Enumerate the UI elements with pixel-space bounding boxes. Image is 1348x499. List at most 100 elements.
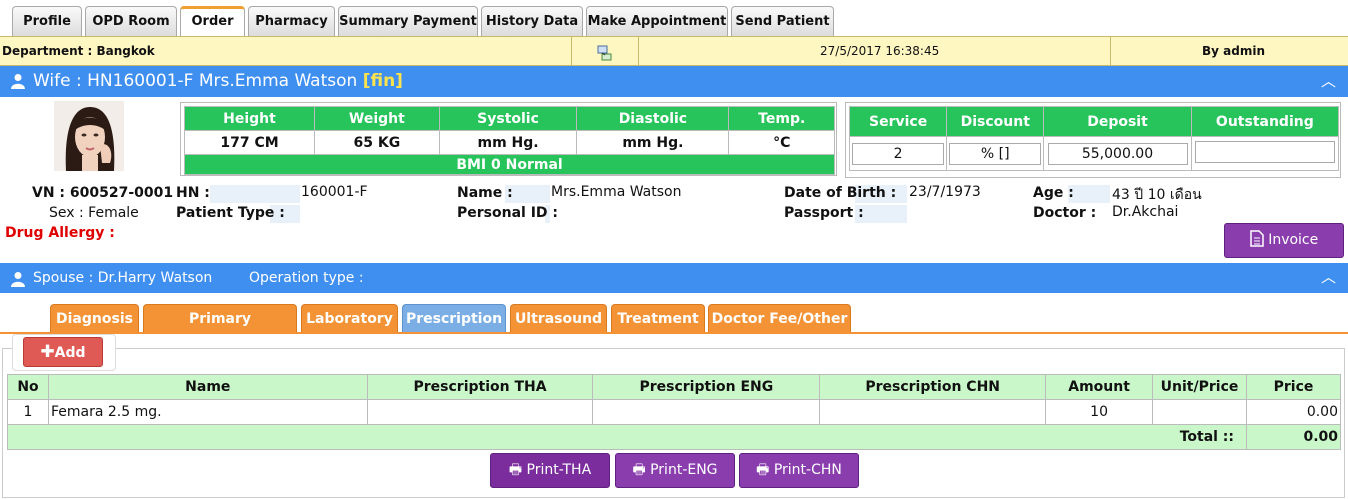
temp-value: °C	[728, 130, 835, 155]
weight-value: 65 KG	[314, 130, 440, 155]
subtab-ultrasound[interactable]: Ultrasound	[510, 304, 607, 333]
row-eng	[592, 399, 821, 425]
column-header: No	[7, 374, 49, 400]
tab-pharmacy[interactable]: Pharmacy	[248, 6, 335, 36]
printer-icon: 🖶	[632, 462, 646, 478]
vital-header: Diastolic	[576, 106, 730, 131]
add-button[interactable]: ✚Add	[23, 337, 103, 367]
service-count: 2	[852, 142, 945, 165]
subtab-treatment[interactable]: Treatment	[611, 304, 705, 333]
row-amount: 10	[1045, 399, 1154, 425]
total-label: Total ::	[6, 424, 1248, 450]
age-value: 43 ปี 10 เดือน	[1112, 187, 1202, 203]
row-tha	[366, 399, 594, 425]
personal-id-label: Personal ID :	[457, 205, 559, 221]
drug-allergy-label: Drug Allergy :	[5, 225, 115, 241]
height-value: 177 CM	[184, 130, 315, 155]
billing-panel: Service Discount Deposit Outstanding 2 %…	[845, 102, 1341, 178]
info-bar: Department : Bangkok 27/5/2017 16:38:45 …	[0, 36, 1348, 66]
row-chn	[819, 399, 1047, 425]
divider	[571, 37, 572, 65]
vitals-panel: Height Weight Systolic Diastolic Temp. 1…	[180, 102, 837, 176]
tab-send-patient[interactable]: Send Patient	[731, 6, 834, 36]
tab-summary-payment[interactable]: Summary Payment	[338, 6, 478, 36]
print-tha-button[interactable]: 🖶 Print-THA	[490, 453, 610, 488]
person-icon	[11, 271, 25, 291]
document-icon	[1249, 227, 1264, 260]
deposit-value: 55,000.00	[1047, 142, 1188, 165]
dob-value: 23/7/1973	[909, 184, 981, 200]
network-icon	[596, 43, 612, 61]
billing-header: Service	[848, 106, 948, 137]
vn-label: VN : 600527-0001	[32, 185, 174, 201]
doctor-label: Doctor :	[1033, 205, 1097, 221]
printer-icon: 🖶	[508, 462, 523, 478]
person-icon	[11, 73, 25, 93]
spouse-label: Spouse : Dr.Harry Watson	[33, 270, 213, 286]
outstanding-value	[1194, 140, 1335, 163]
row-name: Femara 2.5 mg.	[47, 399, 368, 425]
tab-profile[interactable]: Profile	[12, 6, 82, 36]
print-eng-button[interactable]: 🖶 Print-ENG	[615, 453, 735, 488]
billing-header: Deposit	[1043, 106, 1192, 137]
tab-opd-room[interactable]: OPD Room	[85, 6, 177, 36]
vital-header: Systolic	[438, 106, 578, 131]
invoice-button[interactable]: Invoice	[1224, 223, 1344, 258]
shade	[270, 205, 300, 223]
systolic-value: mm Hg.	[438, 130, 578, 155]
column-header: Price	[1246, 374, 1341, 400]
prescription-panel	[2, 348, 1345, 498]
name-value: Mrs.Emma Watson	[551, 184, 682, 200]
subtab-laboratory[interactable]: Laboratory	[301, 304, 398, 333]
subtab-prescription[interactable]: Prescription	[402, 304, 506, 333]
bmi-value: BMI 0 Normal	[184, 154, 835, 175]
discount-value: % []	[949, 142, 1042, 165]
hn-value: 160001-F	[301, 184, 368, 200]
billing-header: Outstanding	[1190, 106, 1340, 137]
prescription-table: No Name Prescription THA Prescription EN…	[6, 374, 1341, 450]
shade	[1068, 185, 1110, 203]
subtab-primary-diag[interactable]: Primary Diag/ICD10	[143, 304, 297, 356]
printer-icon: 🖶	[756, 462, 770, 478]
operation-type-label: Operation type :	[249, 270, 364, 286]
total-row: Total :: 0.00	[6, 424, 1341, 450]
column-header: Name	[47, 374, 368, 400]
name-label: Name :	[457, 185, 513, 201]
total-value: 0.00	[1246, 424, 1341, 450]
chevron-up-icon[interactable]: ︿	[1320, 268, 1336, 286]
table-row[interactable]: 1 Femara 2.5 mg. 10 0.00	[7, 399, 1341, 425]
tab-history-data[interactable]: History Data	[481, 6, 583, 36]
column-header: Prescription ENG	[592, 374, 821, 400]
row-unit-price	[1152, 399, 1248, 425]
shade	[855, 185, 907, 203]
department-label: Department : Bangkok	[2, 44, 155, 58]
shade	[855, 205, 907, 223]
passport-label: Passport :	[784, 205, 864, 221]
billing-header: Discount	[946, 106, 1045, 137]
row-price: 0.00	[1246, 399, 1341, 425]
shade	[505, 185, 550, 203]
column-header: Prescription THA	[366, 374, 594, 400]
tab-underline	[0, 332, 1348, 334]
patient-title: Wife : HN160001-F Mrs.Emma Watson [fin]	[33, 71, 403, 91]
row-no: 1	[7, 399, 49, 425]
print-chn-button[interactable]: 🖶 Print-CHN	[739, 453, 859, 488]
subtab-doctor-fee[interactable]: Doctor Fee/Other	[708, 304, 851, 333]
divider	[638, 37, 639, 65]
patient-photo	[54, 101, 124, 171]
top-tab-bar: Profile OPD Room Order Pharmacy Summary …	[0, 0, 1348, 37]
divider	[1110, 37, 1111, 65]
shade	[210, 185, 300, 203]
tab-order[interactable]: Order	[180, 6, 245, 37]
column-header: Amount	[1045, 374, 1154, 400]
column-header: Unit/Price	[1152, 374, 1248, 400]
vital-header: Height	[184, 106, 315, 131]
patient-type-label: Patient Type :	[176, 205, 285, 221]
chevron-up-icon[interactable]: ︿	[1320, 72, 1336, 90]
spouse-header[interactable]: Spouse : Dr.Harry Watson Operation type …	[0, 263, 1348, 293]
tab-make-appointment[interactable]: Make Appointment	[586, 6, 728, 36]
patient-header[interactable]: Wife : HN160001-F Mrs.Emma Watson [fin] …	[0, 66, 1348, 97]
subtab-diagnosis[interactable]: Diagnosis	[50, 304, 139, 333]
sex-row: Sex : Female	[49, 205, 139, 221]
column-header: Prescription CHN	[819, 374, 1047, 400]
